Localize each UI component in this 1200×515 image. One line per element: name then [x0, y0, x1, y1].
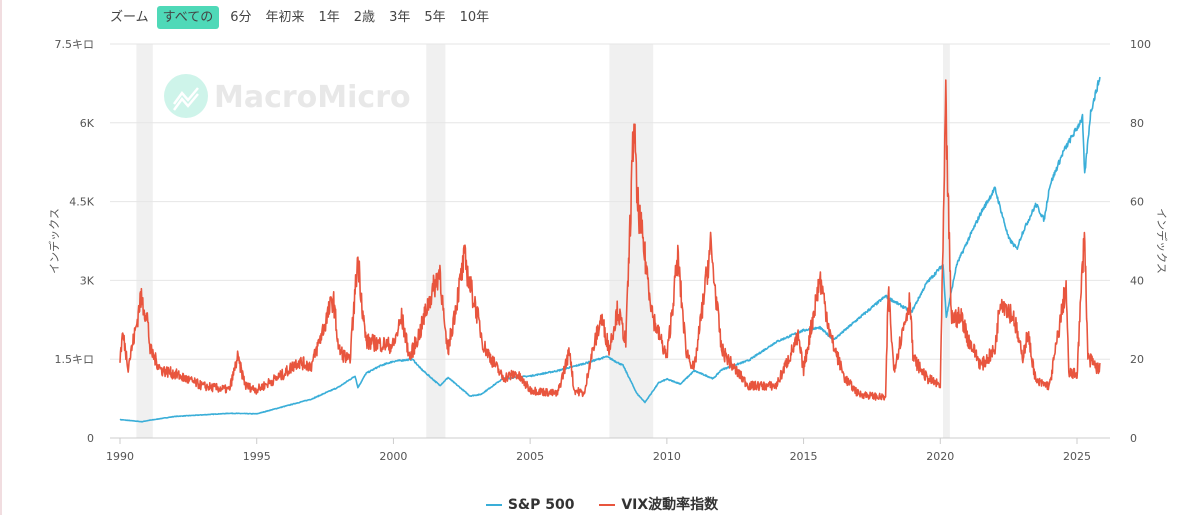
legend-item-vix[interactable]: VIX波動率指数: [599, 494, 718, 514]
x-tick-label: 2005: [516, 450, 544, 463]
range-3y-button[interactable]: 3年: [389, 10, 411, 25]
x-tick-label: 1990: [106, 450, 134, 463]
recession-band: [426, 44, 446, 438]
range-6m-button[interactable]: 6分: [230, 10, 252, 25]
legend-item-sp500[interactable]: S&P 500: [485, 497, 575, 513]
left-tick-label: 6K: [80, 117, 95, 130]
recession-band: [943, 44, 950, 438]
chart: MacroMicro 0 1.5キロ 3K 4.5K 6K 7.5キロ 0 20 40 60 80 1…: [47, 38, 1169, 463]
legend-swatch: [485, 504, 502, 506]
right-tick-label: 20: [1130, 353, 1144, 366]
legend: S&P 500 VIX波動率指数: [2, 494, 1200, 514]
range-5y-button[interactable]: 5年: [424, 10, 446, 25]
sp500-line: [119, 76, 1101, 423]
recession-band: [609, 44, 654, 438]
range-all-button[interactable]: すべての: [156, 6, 220, 29]
right-tick-label: 40: [1130, 274, 1144, 287]
left-tick-label: 4.5K: [69, 196, 94, 209]
range-ytd-button[interactable]: 年初来: [265, 10, 305, 25]
x-tick-label: 2020: [926, 450, 954, 463]
watermark: MacroMicro: [164, 74, 411, 118]
range-2y-button[interactable]: 2歳: [353, 10, 376, 25]
x-tick-label: 2000: [379, 450, 407, 463]
right-tick-label: 100: [1130, 38, 1151, 51]
range-selector: ズーム すべての 6分 年初来 1年 2歳 3年 5年 10年: [110, 6, 492, 29]
right-tick-label: 0: [1130, 432, 1137, 445]
range-1y-button[interactable]: 1年: [318, 10, 340, 25]
left-tick-label: 1.5キロ: [55, 353, 95, 366]
left-tick-label: 0: [87, 432, 94, 445]
zoom-label: ズーム: [110, 10, 149, 25]
recession-band: [136, 44, 153, 438]
watermark-text: MacroMicro: [214, 80, 411, 115]
x-tick-label: 2010: [653, 450, 681, 463]
left-tick-label: 7.5キロ: [55, 38, 95, 51]
vix-line: [119, 79, 1101, 401]
legend-label: VIX波動率指数: [621, 497, 719, 513]
left-tick-label: 3K: [80, 274, 95, 287]
right-tick-label: 60: [1130, 196, 1144, 209]
legend-swatch: [599, 504, 616, 506]
right-axis-title: インデックス: [1155, 208, 1169, 274]
x-tick-label: 2025: [1063, 450, 1091, 463]
legend-label: S&P 500: [507, 497, 575, 513]
range-10y-button[interactable]: 10年: [459, 10, 490, 25]
right-tick-label: 80: [1130, 117, 1144, 130]
left-axis-title: インデックス: [47, 208, 61, 274]
x-tick-label: 2015: [790, 450, 818, 463]
x-tick-label: 1995: [243, 450, 271, 463]
